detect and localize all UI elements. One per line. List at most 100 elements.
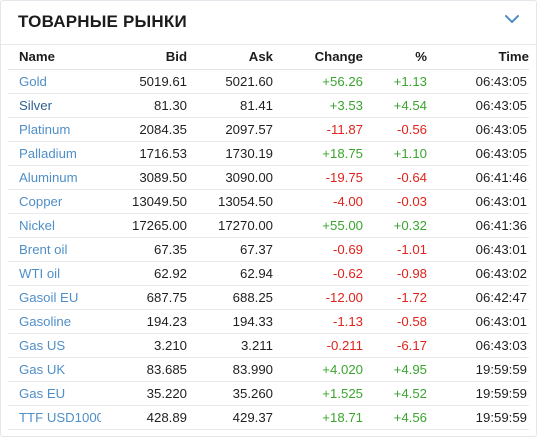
- table-row[interactable]: Brent oil 67.35 67.37 -0.69 -1.01 06:43:01: [8, 237, 529, 262]
- table-row[interactable]: Nickel 17265.00 17270.00 +55.00 +0.32 06:41:3…: [8, 213, 529, 238]
- change-cell: -19.75: [273, 165, 363, 190]
- commodity-name-link[interactable]: Gasoline: [8, 309, 101, 334]
- table-row[interactable]: Gasoline 194.23 194.33 -1.13 -0.58 06:43:01: [8, 309, 529, 334]
- ask-cell: 688.25: [187, 285, 273, 310]
- commodity-name-link[interactable]: TTF USD1000: [8, 405, 101, 430]
- time-cell: 06:41:46: [427, 165, 529, 190]
- time-cell: 06:43:05: [427, 141, 529, 166]
- column-header-time[interactable]: Time: [427, 44, 529, 70]
- bid-cell: 13049.50: [101, 189, 187, 214]
- time-cell: 06:43:05: [427, 69, 529, 94]
- column-header-ask[interactable]: Ask: [187, 44, 273, 70]
- table-row[interactable]: Aluminum 3089.50 3090.00 -19.75 -0.64 06:41:4…: [8, 165, 529, 190]
- ask-cell: 83.990: [187, 357, 273, 382]
- table-row[interactable]: Copper 13049.50 13054.50 -4.00 -0.03 06:43:01: [8, 189, 529, 214]
- commodity-name-link[interactable]: Palladium: [8, 141, 101, 166]
- time-cell: 19:59:59: [427, 381, 529, 406]
- time-cell: 06:43:01: [427, 237, 529, 262]
- pct-cell: -0.98: [363, 261, 427, 286]
- pct-cell: +1.10: [363, 141, 427, 166]
- bid-cell: 428.89: [101, 405, 187, 430]
- pct-cell: +4.56: [363, 405, 427, 430]
- ask-cell: 13054.50: [187, 189, 273, 214]
- time-cell: 06:41:36: [427, 213, 529, 238]
- chevron-down-icon[interactable]: [504, 13, 520, 25]
- table-row[interactable]: Gasoil EU 687.75 688.25 -12.00 -1.72 06:42:47: [8, 285, 529, 310]
- time-cell: 06:43:02: [427, 261, 529, 286]
- time-cell: 19:59:59: [427, 405, 529, 430]
- quotes-table: Name Bid Ask Change % Time Gold 5019.61 50…: [8, 44, 529, 430]
- bid-cell: 67.35: [101, 237, 187, 262]
- ask-cell: 429.37: [187, 405, 273, 430]
- bid-cell: 1716.53: [101, 141, 187, 166]
- table-row[interactable]: Palladium 1716.53 1730.19 +18.75 +1.10 06:43:…: [8, 141, 529, 166]
- time-cell: 06:42:47: [427, 285, 529, 310]
- pct-cell: +4.54: [363, 93, 427, 118]
- bid-cell: 3089.50: [101, 165, 187, 190]
- ask-cell: 3090.00: [187, 165, 273, 190]
- column-header-change[interactable]: Change: [273, 44, 363, 70]
- time-cell: 06:43:01: [427, 309, 529, 334]
- bid-cell: 35.220: [101, 381, 187, 406]
- commodity-name-link[interactable]: Gas EU: [8, 381, 101, 406]
- change-cell: -1.13: [273, 309, 363, 334]
- table-row[interactable]: WTI oil 62.92 62.94 -0.62 -0.98 06:43:02: [8, 261, 529, 286]
- pct-cell: -1.01: [363, 237, 427, 262]
- table-header-row: Name Bid Ask Change % Time: [8, 44, 529, 70]
- change-cell: -0.211: [273, 333, 363, 358]
- commodity-name-link[interactable]: Silver: [8, 93, 101, 118]
- commodity-name-link[interactable]: Copper: [8, 189, 101, 214]
- commodity-name-link[interactable]: Gold: [8, 69, 101, 94]
- time-cell: 06:43:05: [427, 117, 529, 142]
- pct-cell: -0.03: [363, 189, 427, 214]
- change-cell: -4.00: [273, 189, 363, 214]
- bid-cell: 62.92: [101, 261, 187, 286]
- pct-cell: -0.58: [363, 309, 427, 334]
- column-header-pct[interactable]: %: [363, 44, 427, 70]
- time-cell: 06:43:01: [427, 189, 529, 214]
- column-header-bid[interactable]: Bid: [101, 44, 187, 70]
- commodity-name-link[interactable]: Brent oil: [8, 237, 101, 262]
- table-row[interactable]: Gas EU 35.220 35.260 +1.525 +4.52 19:59:59: [8, 381, 529, 406]
- change-cell: +55.00: [273, 213, 363, 238]
- bid-cell: 83.685: [101, 357, 187, 382]
- bid-cell: 687.75: [101, 285, 187, 310]
- time-cell: 19:59:59: [427, 357, 529, 382]
- commodity-name-link[interactable]: WTI oil: [8, 261, 101, 286]
- bid-cell: 17265.00: [101, 213, 187, 238]
- change-cell: +3.53: [273, 93, 363, 118]
- change-cell: +18.75: [273, 141, 363, 166]
- table-row[interactable]: Silver 81.30 81.41 +3.53 +4.54 06:43:05: [8, 93, 529, 118]
- table-row[interactable]: Gold 5019.61 5021.60 +56.26 +1.13 06:43:05: [8, 69, 529, 94]
- table-row[interactable]: TTF USD1000 428.89 429.37 +18.71 +4.56 19:59:…: [8, 405, 529, 430]
- change-cell: -0.69: [273, 237, 363, 262]
- ask-cell: 194.33: [187, 309, 273, 334]
- widget-title: ТОВАРНЫЕ РЫНКИ: [18, 12, 187, 31]
- pct-cell: -0.56: [363, 117, 427, 142]
- change-cell: -0.62: [273, 261, 363, 286]
- table-row[interactable]: Gas US 3.210 3.211 -0.211 -6.17 06:43:03: [8, 333, 529, 358]
- commodity-name-link[interactable]: Platinum: [8, 117, 101, 142]
- column-header-name[interactable]: Name: [8, 44, 101, 70]
- change-cell: +4.020: [273, 357, 363, 382]
- commodity-name-link[interactable]: Gasoil EU: [8, 285, 101, 310]
- commodity-name-link[interactable]: Gas UK: [8, 357, 101, 382]
- widget-header: ТОВАРНЫЕ РЫНКИ: [1, 1, 536, 45]
- time-cell: 06:43:03: [427, 333, 529, 358]
- ask-cell: 1730.19: [187, 141, 273, 166]
- pct-cell: -6.17: [363, 333, 427, 358]
- pct-cell: +0.32: [363, 213, 427, 238]
- commodity-name-link[interactable]: Nickel: [8, 213, 101, 238]
- ask-cell: 17270.00: [187, 213, 273, 238]
- table-row[interactable]: Gas UK 83.685 83.990 +4.020 +4.95 19:59:59: [8, 357, 529, 382]
- pct-cell: -1.72: [363, 285, 427, 310]
- pct-cell: +4.52: [363, 381, 427, 406]
- bid-cell: 3.210: [101, 333, 187, 358]
- change-cell: -12.00: [273, 285, 363, 310]
- pct-cell: +1.13: [363, 69, 427, 94]
- bid-cell: 2084.35: [101, 117, 187, 142]
- commodity-name-link[interactable]: Aluminum: [8, 165, 101, 190]
- commodity-name-link[interactable]: Gas US: [8, 333, 101, 358]
- table-row[interactable]: Platinum 2084.35 2097.57 -11.87 -0.56 06:43:0…: [8, 117, 529, 142]
